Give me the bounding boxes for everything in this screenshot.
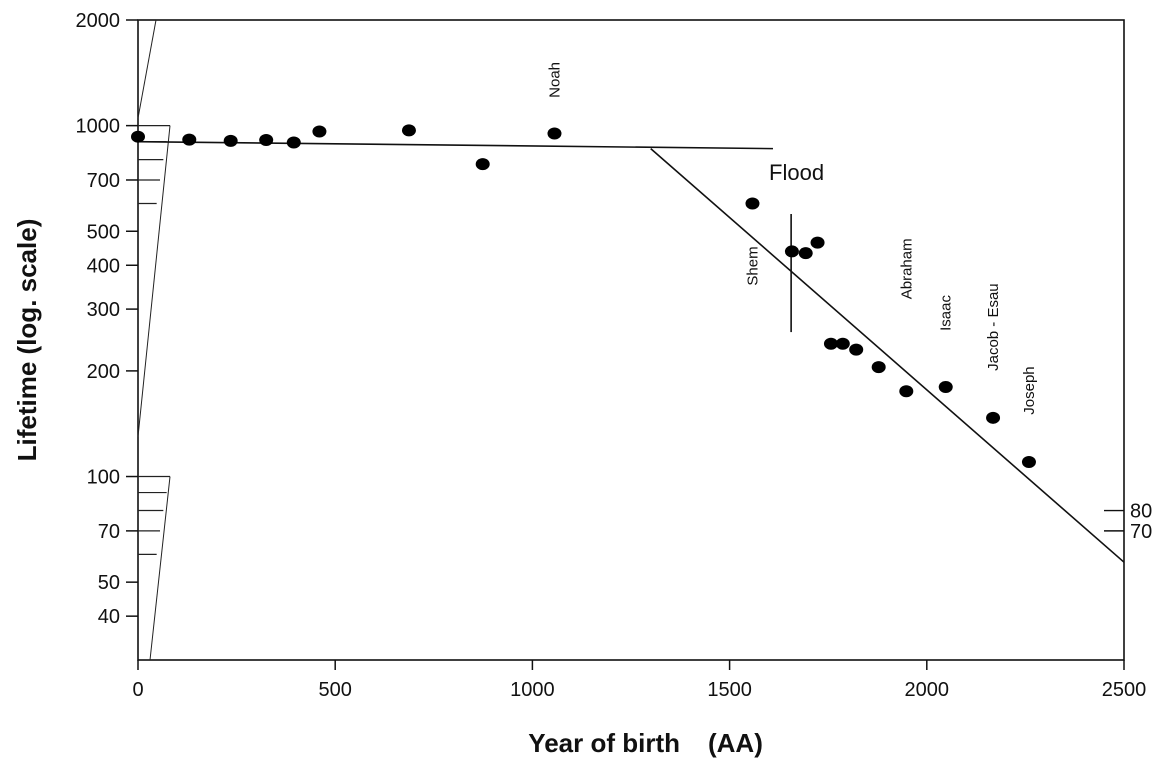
data-point	[835, 337, 850, 350]
trend-line	[137, 140, 773, 150]
data-point	[810, 236, 825, 249]
data-point	[312, 125, 327, 138]
x-tick-label: 1500	[707, 679, 752, 701]
y-tick-label: 2000	[76, 10, 121, 32]
x-tick-label: 2500	[1102, 679, 1147, 701]
x-tick-label: 500	[319, 679, 352, 701]
data-point	[938, 380, 953, 393]
data-point	[849, 343, 864, 356]
y-tick-label: 300	[87, 299, 120, 321]
y-tick-label: 40	[98, 606, 120, 628]
annotation-label: Abraham	[898, 238, 915, 299]
data-point	[798, 247, 813, 260]
x-tick-label: 2000	[905, 679, 950, 701]
y-tick-label: 70	[98, 521, 120, 543]
data-point	[745, 197, 760, 210]
data-point	[1021, 456, 1036, 469]
y-axis-title: Lifetime (log. scale)	[12, 219, 42, 462]
decade-guide	[137, 19, 157, 119]
y-tick-label: 700	[87, 170, 120, 192]
chart-labels: Lifetime (log. scale) Year of birth (AA)	[12, 219, 763, 758]
y-tick-label: 200	[87, 361, 120, 383]
x-tick-label: 1000	[510, 679, 555, 701]
y-tick-label: 50	[98, 572, 120, 594]
annotation-label: Flood	[769, 160, 824, 185]
data-point	[401, 124, 416, 137]
data-point	[871, 361, 886, 374]
data-point	[547, 127, 562, 140]
annotation-label: Joseph	[1021, 366, 1038, 414]
x-tick-label: 0	[132, 679, 143, 701]
data-point	[475, 158, 490, 171]
data-point	[784, 245, 799, 258]
data-point	[986, 411, 1001, 424]
data-point	[182, 133, 197, 146]
decade-guide	[149, 476, 171, 661]
annotation-label: Shem	[744, 246, 761, 285]
chart-marks: Noah Flood Shem Abraham Isaac Jacob - Esau Jos…	[131, 62, 1125, 563]
annotation-label: Isaac	[938, 295, 955, 331]
data-point	[131, 130, 145, 143]
data-point	[223, 134, 238, 147]
annotation-label: Noah	[546, 62, 563, 98]
x-axis-title: Year of birth	[528, 728, 680, 758]
data-point	[899, 385, 914, 398]
y-tick-label: 400	[87, 255, 120, 277]
x-axis-unit: (AA)	[708, 728, 763, 758]
y-tick-label: 100	[87, 467, 120, 489]
right-tick-label: 80	[1130, 501, 1152, 523]
y-tick-label: 500	[87, 221, 120, 243]
right-tick-label: 70	[1130, 521, 1152, 543]
data-point	[286, 136, 301, 149]
annotation-label: Jacob - Esau	[985, 283, 1002, 371]
data-point	[259, 134, 274, 147]
data-point	[823, 337, 838, 350]
trend-line	[650, 148, 1125, 563]
y-tick-label: 1000	[76, 116, 121, 138]
plot-frame	[137, 19, 1125, 661]
decade-guide	[137, 125, 171, 437]
